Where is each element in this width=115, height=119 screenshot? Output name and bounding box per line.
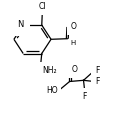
- Text: HO: HO: [45, 86, 57, 95]
- Text: Cl: Cl: [38, 2, 46, 11]
- Text: O: O: [70, 22, 76, 32]
- Text: O: O: [71, 65, 77, 74]
- Text: F: F: [82, 92, 86, 101]
- Text: F: F: [94, 77, 99, 86]
- Text: N: N: [17, 20, 23, 29]
- Text: F: F: [94, 66, 99, 75]
- Text: H: H: [70, 40, 75, 46]
- Text: NH₂: NH₂: [41, 66, 56, 75]
